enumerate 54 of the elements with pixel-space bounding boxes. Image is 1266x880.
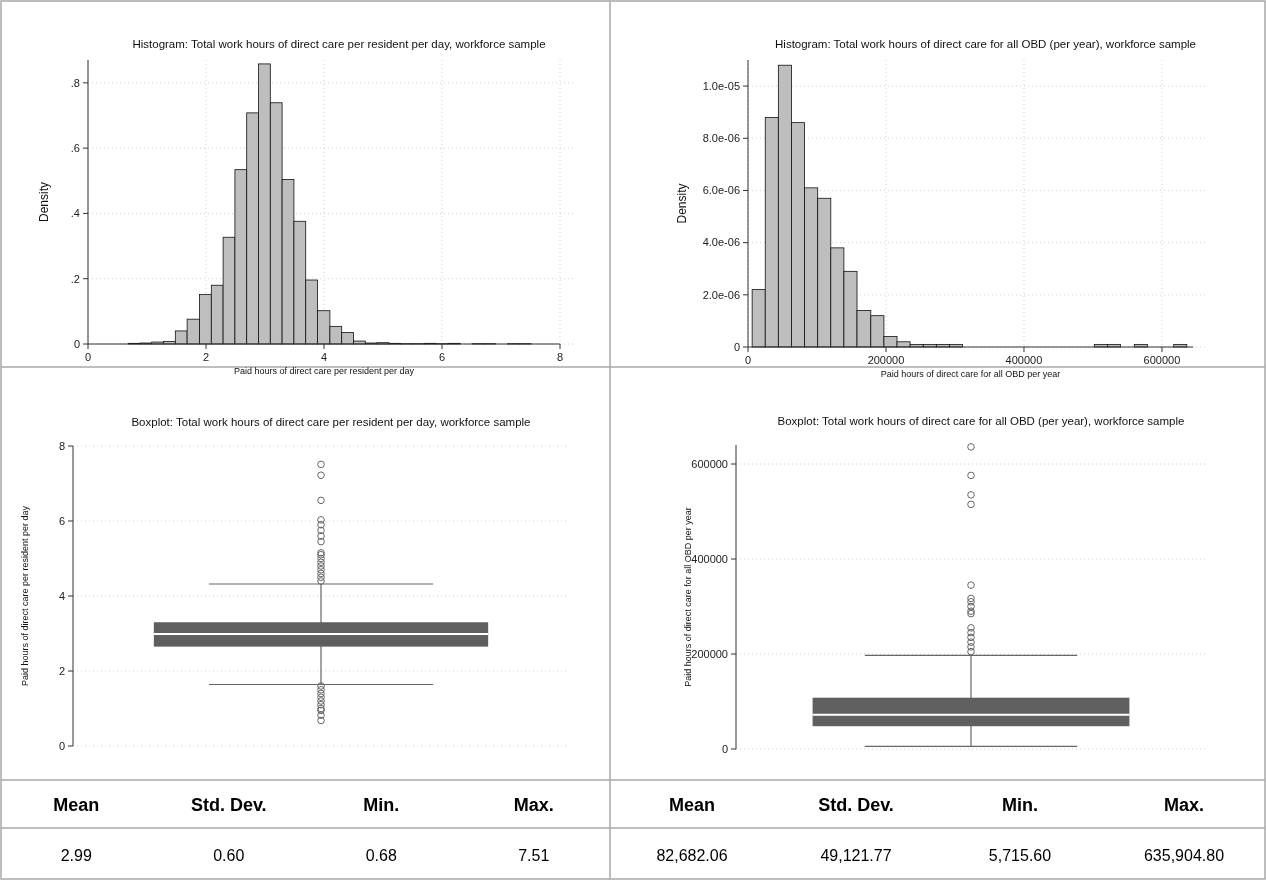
x-axis-title: Paid hours of direct care per resident per day <box>233 366 415 376</box>
y-tick-label: .2 <box>70 272 80 285</box>
chart-title: Histogram: Total work hours of direct care for all OBD (per year), workforce sample <box>775 38 1196 50</box>
y-tick-label: 400000 <box>691 552 728 565</box>
y-tick-label: 2 <box>58 664 65 677</box>
x-tick-label: 0 <box>84 351 92 363</box>
text: 0.68 <box>365 847 397 864</box>
y-tick-label: .4 <box>70 207 80 220</box>
x-tick-label: 6 <box>438 351 446 363</box>
y-axis-title: Paid hours of direct care per resident per day <box>20 505 30 687</box>
chart-title: Boxplot: Total work hours of direct care for all OBD (per year), workforce sample <box>777 415 1185 427</box>
category-label: Max. <box>1163 795 1205 815</box>
y-axis-title: Density <box>675 183 689 224</box>
x-tick-label: 2 <box>202 351 210 363</box>
x-axis-title: Paid hours of direct care for all OBD per year <box>880 369 1061 379</box>
x-tick-label: 400000 <box>1005 354 1043 366</box>
text: 5,715.60 <box>988 847 1052 864</box>
y-tick-label: 0 <box>733 340 740 353</box>
text: 0.60 <box>213 847 245 864</box>
y-tick-label: 4 <box>58 589 65 602</box>
text: 82,682.06 <box>656 847 728 864</box>
y-tick-label: 0 <box>73 337 80 350</box>
y-tick-label: 2.0e-06 <box>702 288 740 301</box>
text: 635,904.80 <box>1143 847 1225 864</box>
text: 2.99 <box>60 847 92 864</box>
category-label: Min. <box>1002 795 1038 815</box>
y-tick-label: 4.0e-06 <box>702 236 740 249</box>
y-tick-label: 600000 <box>691 457 728 470</box>
y-tick-label: 6 <box>58 514 65 527</box>
x-tick-label: 200000 <box>867 354 905 366</box>
text: 7.51 <box>518 847 550 864</box>
category-label: Max. <box>513 795 554 815</box>
y-tick-label: 0 <box>721 742 728 755</box>
category-label: Std. Dev. <box>818 795 894 815</box>
x-tick-label: 600000 <box>1143 354 1181 366</box>
y-axis-title: Density <box>37 181 51 223</box>
text: 49,121.77 <box>820 847 892 864</box>
category-label: Mean <box>668 795 716 815</box>
category-label: Std. Dev. <box>190 795 267 815</box>
x-tick-label: 0 <box>744 354 752 366</box>
category-label: Min. <box>363 795 400 815</box>
y-tick-label: 200000 <box>691 647 728 660</box>
y-tick-label: .8 <box>70 76 80 89</box>
y-tick-label: 8.0e-06 <box>702 132 740 145</box>
x-tick-label: 4 <box>320 351 328 363</box>
chart-title: Histogram: Total work hours of direct care per resident per day, workforce sample <box>132 38 546 50</box>
y-tick-label: 8 <box>58 439 65 452</box>
y-tick-label: 0 <box>58 739 65 752</box>
y-tick-label: 1.0e-05 <box>702 79 740 92</box>
y-tick-label: .6 <box>70 141 80 154</box>
y-tick-label: 6.0e-06 <box>702 184 740 197</box>
category-label: Mean <box>53 795 100 815</box>
x-tick-label: 8 <box>556 351 564 363</box>
chart-title: Boxplot: Total work hours of direct care per resident per day, workforce sample <box>131 416 531 428</box>
